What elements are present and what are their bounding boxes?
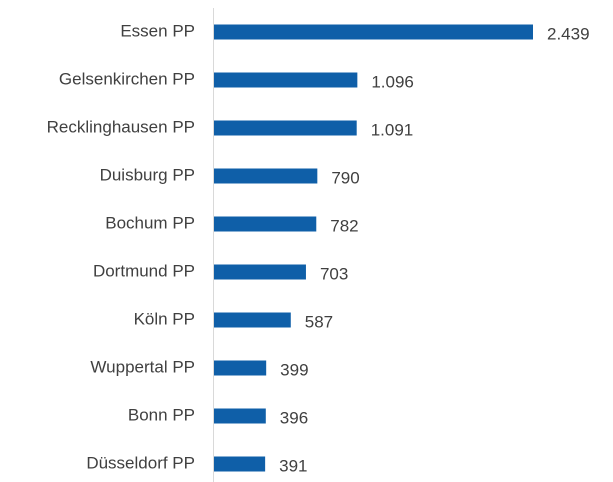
category-label: Essen PP	[120, 21, 195, 40]
value-label: 782	[330, 216, 358, 235]
bar	[214, 24, 533, 40]
value-label: 1.091	[371, 120, 414, 139]
value-label: 391	[279, 456, 307, 475]
value-label: 1.096	[371, 72, 414, 91]
bar	[214, 312, 291, 328]
value-label: 587	[305, 312, 333, 331]
category-label: Wuppertal PP	[90, 357, 195, 376]
bar	[214, 408, 266, 424]
category-label: Duisburg PP	[100, 165, 195, 184]
bar	[214, 120, 357, 136]
value-label: 399	[280, 360, 308, 379]
bar	[214, 168, 318, 184]
bar	[214, 72, 358, 88]
category-label: Recklinghausen PP	[47, 117, 195, 136]
category-label: Köln PP	[134, 309, 195, 328]
value-label: 2.439	[547, 24, 590, 43]
category-label: Dortmund PP	[93, 261, 195, 280]
category-label: Düsseldorf PP	[86, 453, 195, 472]
bar	[214, 360, 267, 376]
category-label: Gelsenkirchen PP	[59, 69, 195, 88]
value-label: 396	[280, 408, 308, 427]
bar	[214, 456, 266, 472]
bar	[214, 264, 306, 280]
value-label: 790	[331, 168, 359, 187]
bar	[214, 216, 317, 232]
category-label: Bonn PP	[128, 405, 195, 424]
value-label: 703	[320, 264, 348, 283]
category-label: Bochum PP	[105, 213, 195, 232]
